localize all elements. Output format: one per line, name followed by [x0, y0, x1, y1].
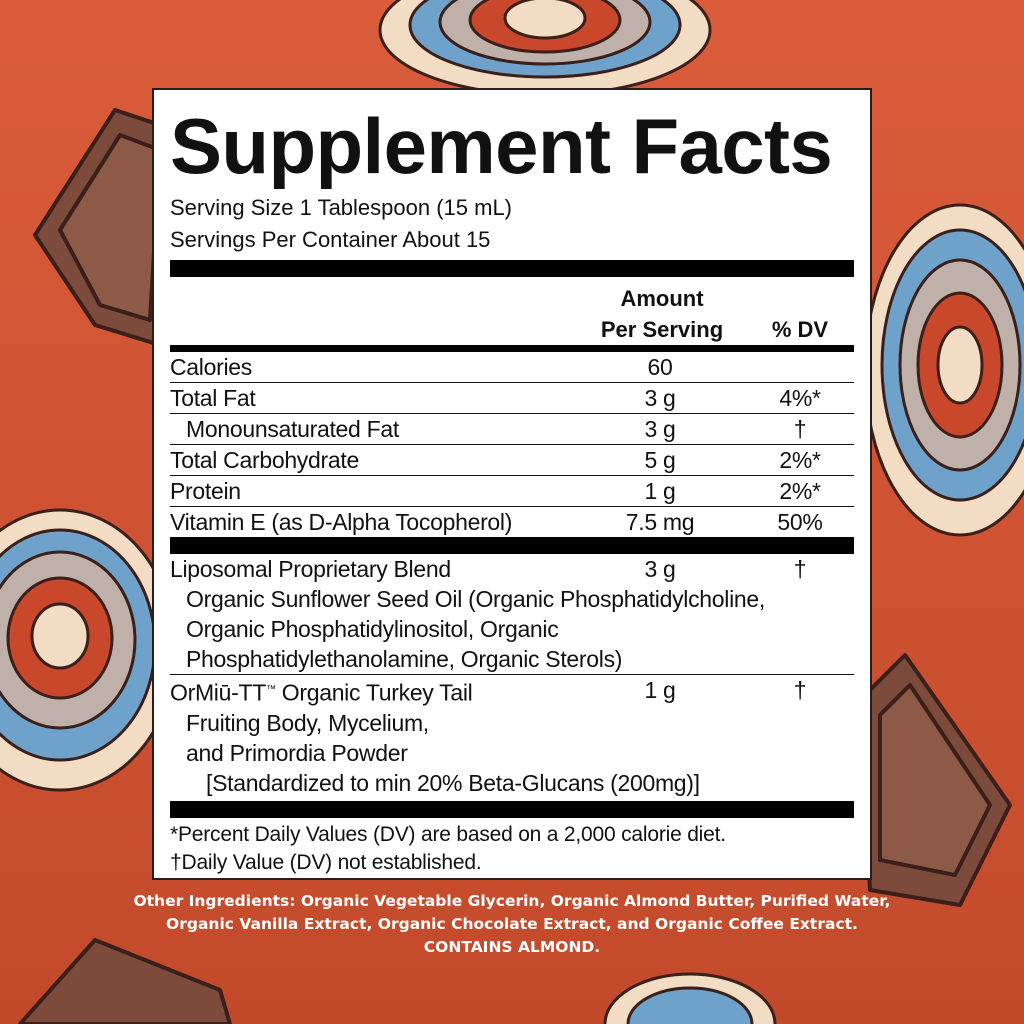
- nutrient-name: Monounsaturated Fat: [186, 416, 399, 442]
- nutrient-name: Total Carbohydrate: [170, 447, 359, 473]
- turkey-tail-mushroom-icon: [863, 203, 1024, 537]
- other-ingredients: Other Ingredients: Organic Vegetable Gly…: [130, 890, 894, 959]
- supplement-facts-panel: Supplement Facts Serving Size 1 Tablespo…: [152, 88, 872, 880]
- nutrient-row: Protein 1 g 2%*: [170, 476, 854, 507]
- serving-size: Serving Size 1 Tablespoon (15 mL): [170, 195, 513, 220]
- column-header: Amount Per Serving % DV: [170, 277, 854, 345]
- blend-row: Liposomal Proprietary Blend 3 g †: [170, 554, 854, 584]
- amount-header-line1: Amount: [620, 286, 704, 311]
- nutrient-name: Calories: [170, 354, 252, 380]
- nutrient-row: Vitamin E (as D-Alpha Tocopherol) 7.5 mg 5…: [170, 507, 854, 537]
- trademark: ™: [265, 684, 276, 695]
- nutrient-name: Protein: [170, 478, 241, 504]
- nutrient-row: Calories 60: [170, 352, 854, 383]
- blend-dv: †: [793, 556, 807, 582]
- nutrient-amount: 5 g: [644, 447, 676, 473]
- servings-per-container: Servings Per Container About 15: [170, 227, 491, 252]
- turkey-tail-line: Fruiting Body, Mycelium,: [186, 709, 429, 736]
- turkey-tail-line: and Primordia Powder: [186, 739, 408, 766]
- nutrient-dv: 50%: [777, 509, 823, 535]
- footnote-dagger: †Daily Value (DV) not established.: [170, 850, 482, 874]
- blend-name: Liposomal Proprietary Blend: [170, 556, 451, 582]
- nutrient-row: Total Fat 3 g 4%*: [170, 383, 854, 414]
- nutrient-name: Total Fat: [170, 385, 256, 411]
- nutrient-amount: 60: [647, 354, 673, 380]
- footnote-dv: *Percent Daily Values (DV) are based on …: [170, 822, 726, 846]
- nutrient-name: Vitamin E (as D-Alpha Tocopherol): [170, 509, 513, 535]
- panel-title: Supplement Facts: [170, 102, 833, 190]
- chocolate-piece-icon: [18, 938, 232, 1024]
- nutrient-amount: 3 g: [644, 416, 676, 442]
- nutrient-amount: 1 g: [644, 478, 676, 504]
- turkey-tail-mushroom-icon: [0, 508, 177, 792]
- dv-header: % DV: [771, 317, 829, 342]
- nutrient-row: Total Carbohydrate 5 g 2%*: [170, 445, 854, 476]
- turkey-tail-amount: 1 g: [644, 677, 676, 703]
- nutrient-amount: 3 g: [644, 385, 676, 411]
- chocolate-piece-icon: [858, 653, 1012, 907]
- blend-ingredient-line: Phosphatidylethanolamine, Organic Sterol…: [170, 644, 854, 675]
- blend-ingredient-line: Organic Sunflower Seed Oil (Organic Phos…: [186, 586, 765, 612]
- blend-ingredient-line: Organic Phosphatidylinositol, Organic: [186, 616, 559, 642]
- turkey-tail-brand: OrMiū-TT: [170, 679, 266, 706]
- nutrient-dv: 2%*: [779, 447, 821, 473]
- amount-header-line2: Per Serving: [600, 317, 724, 342]
- nutrient-dv: 2%*: [779, 478, 821, 504]
- divider-thick: [170, 800, 854, 818]
- divider-thick: [170, 537, 854, 554]
- allergen-statement: CONTAINS ALMOND.: [423, 938, 601, 956]
- nutrient-amount: 7.5 mg: [625, 509, 695, 535]
- blend-amount: 3 g: [644, 556, 676, 582]
- divider-medium: [170, 345, 854, 352]
- nutrient-dv: †: [793, 416, 807, 442]
- nutrient-list: Calories 60 Total Fat 3 g 4%* Monounsaturated…: [170, 352, 854, 537]
- standardization-note: [Standardized to min 20% Beta-Glucans (2…: [206, 769, 700, 796]
- nutrient-dv: 4%*: [779, 385, 821, 411]
- turkey-tail-name: Organic Turkey Tail: [275, 679, 473, 706]
- nutrient-row: Monounsaturated Fat 3 g †: [170, 414, 854, 445]
- amount-header: Amount Per Serving: [582, 283, 742, 345]
- turkey-tail-dv: †: [793, 677, 807, 703]
- turkey-tail-mushroom-icon: [378, 0, 712, 97]
- divider-thick: [170, 260, 854, 277]
- chocolate-piece-icon: [33, 108, 177, 347]
- other-ingredients-text: Other Ingredients: Organic Vegetable Gly…: [133, 892, 891, 933]
- turkey-tail-mushroom-icon: [603, 972, 777, 1024]
- turkey-tail-row: OrMiū-TT™ Organic Turkey Tail 1 g †: [170, 675, 854, 708]
